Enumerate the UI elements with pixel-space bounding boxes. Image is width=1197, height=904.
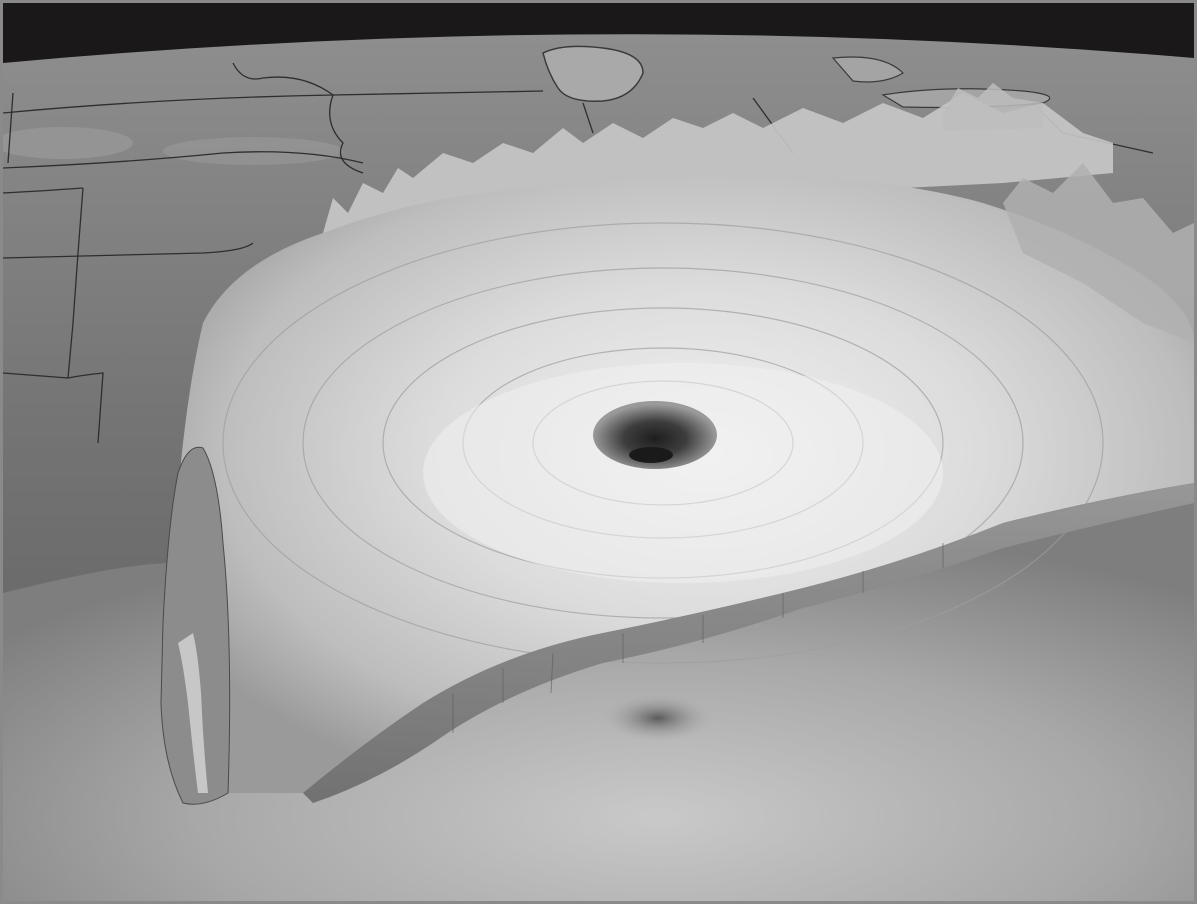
wall-streaks: [452, 543, 944, 733]
right-rain-bands: [1003, 163, 1194, 343]
lake-michigan: [542, 45, 644, 102]
storm-wall-face: [303, 483, 1194, 803]
cloud-wisp: [163, 137, 343, 165]
hurricane-eye: [593, 401, 717, 469]
hurricane-eye-core: [629, 447, 673, 463]
inner-cloud-deck: [423, 363, 943, 583]
cloud-shadow: [603, 694, 713, 742]
left-rain-tower: [160, 446, 231, 805]
lake-huron: [831, 56, 904, 83]
hurricane-visualization-image: [3, 3, 1194, 901]
distant-cloud-patch: [943, 83, 1043, 131]
cloud-wisp: [3, 127, 133, 159]
left-rain-tower-highlight: [178, 633, 208, 793]
ocean-surface: [3, 483, 1194, 901]
